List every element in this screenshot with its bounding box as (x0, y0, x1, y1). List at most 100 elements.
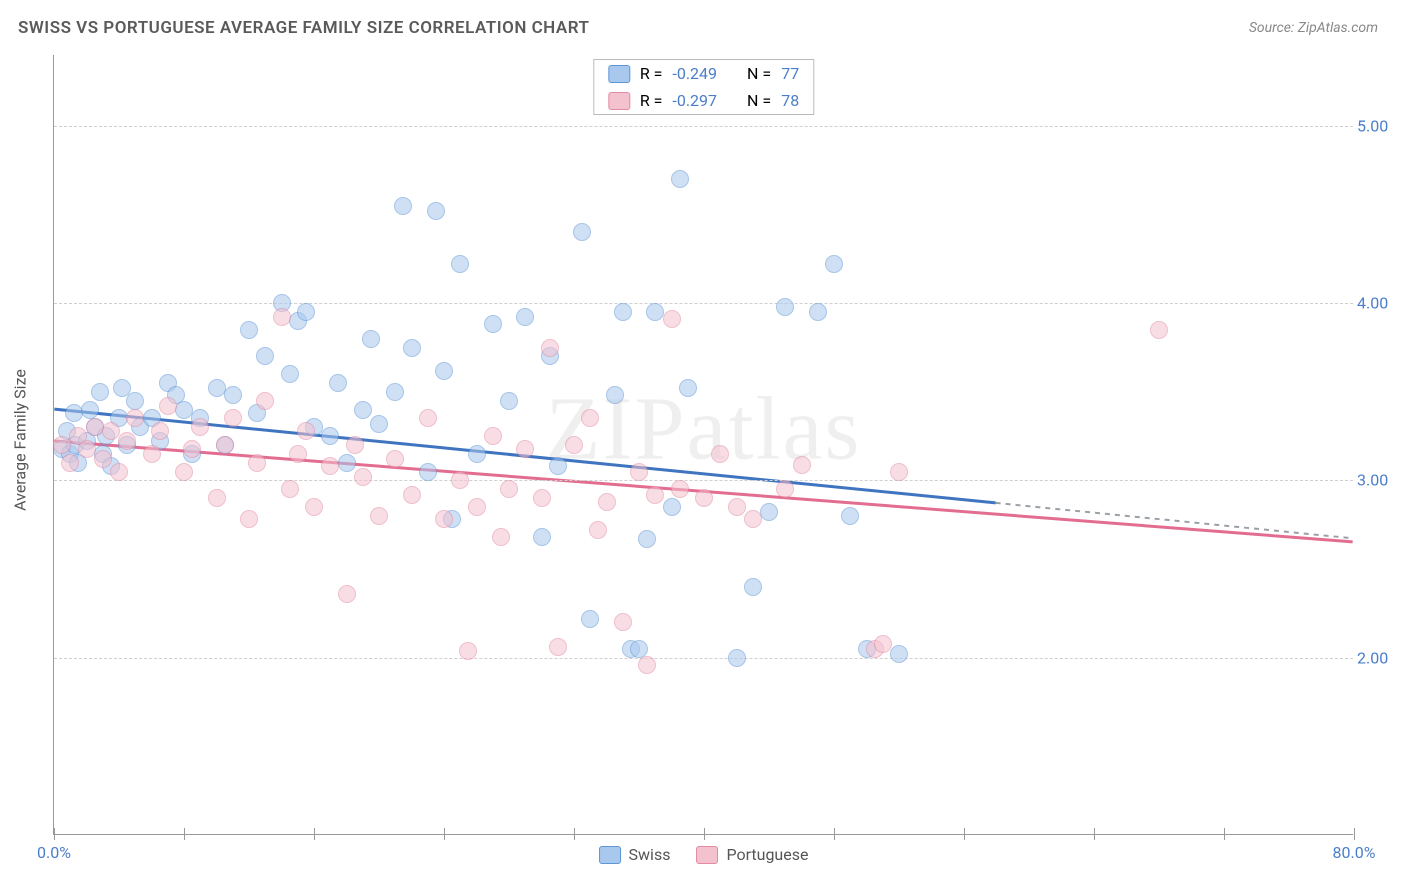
data-point (175, 463, 193, 481)
y-tick-label: 3.00 (1357, 471, 1403, 490)
data-point (159, 397, 177, 415)
data-point (91, 383, 109, 401)
data-point (386, 450, 404, 468)
legend-row-swiss: R = -0.249 N = 77 (594, 60, 813, 87)
legend-item-portuguese: Portuguese (696, 845, 808, 864)
data-point (671, 170, 689, 188)
data-point (183, 440, 201, 458)
data-point (500, 392, 518, 410)
data-point (151, 422, 169, 440)
data-point (500, 480, 518, 498)
data-point (354, 401, 372, 419)
gridline (54, 658, 1353, 659)
n-value-swiss: 77 (781, 64, 799, 83)
r-value-swiss: -0.249 (672, 64, 717, 83)
data-point (240, 510, 258, 528)
chart-title: SWISS VS PORTUGUESE AVERAGE FAMILY SIZE … (18, 18, 589, 38)
gridline (54, 480, 1353, 481)
data-point (281, 480, 299, 498)
data-point (216, 436, 234, 454)
data-point (256, 347, 274, 365)
data-point (468, 498, 486, 516)
data-point (427, 202, 445, 220)
data-point (468, 445, 486, 463)
data-point (419, 409, 437, 427)
data-point (630, 463, 648, 481)
legend-row-portuguese: R = -0.297 N = 78 (594, 87, 813, 114)
gridline (54, 126, 1353, 127)
data-point (305, 498, 323, 516)
data-point (110, 463, 128, 481)
legend-item-swiss: Swiss (599, 845, 671, 864)
data-point (533, 528, 551, 546)
data-point (549, 457, 567, 475)
data-point (793, 456, 811, 474)
data-point (321, 457, 339, 475)
data-point (760, 503, 778, 521)
data-point (638, 656, 656, 674)
data-point (809, 303, 827, 321)
data-point (240, 321, 258, 339)
x-tick (1354, 828, 1355, 840)
data-point (256, 392, 274, 410)
data-point (78, 440, 96, 458)
legend-correlation: R = -0.249 N = 77 R = -0.297 N = 78 (593, 59, 814, 115)
data-point (126, 409, 144, 427)
x-tick (184, 828, 185, 840)
data-point (581, 409, 599, 427)
y-tick-label: 2.00 (1357, 648, 1403, 667)
swatch-portuguese (608, 92, 630, 110)
data-point (1150, 321, 1168, 339)
x-tick (1224, 828, 1225, 840)
data-point (614, 613, 632, 631)
data-point (549, 638, 567, 656)
data-point (61, 454, 79, 472)
data-point (354, 468, 372, 486)
data-point (589, 521, 607, 539)
data-point (614, 303, 632, 321)
data-point (175, 401, 193, 419)
data-point (338, 454, 356, 472)
data-point (541, 339, 559, 357)
data-point (484, 315, 502, 333)
data-point (598, 493, 616, 511)
data-point (825, 255, 843, 273)
chart-header: SWISS VS PORTUGUESE AVERAGE FAMILY SIZE … (0, 0, 1406, 48)
data-point (289, 445, 307, 463)
data-point (403, 339, 421, 357)
data-point (297, 422, 315, 440)
x-tick (834, 828, 835, 840)
data-point (695, 489, 713, 507)
swatch-swiss (599, 846, 621, 864)
watermark: ZIPatlas (546, 377, 862, 480)
data-point (208, 489, 226, 507)
x-tick (444, 828, 445, 840)
r-value-portuguese: -0.297 (672, 91, 717, 110)
data-point (744, 510, 762, 528)
x-tick (314, 828, 315, 840)
data-point (776, 480, 794, 498)
data-point (386, 383, 404, 401)
data-point (435, 510, 453, 528)
plot-area: ZIPatlas R = -0.249 N = 77 R = -0.297 N … (53, 55, 1353, 835)
data-point (321, 427, 339, 445)
x-tick (574, 828, 575, 840)
x-tick (1094, 828, 1095, 840)
y-tick-label: 5.00 (1357, 116, 1403, 135)
data-point (646, 486, 664, 504)
data-point (126, 392, 144, 410)
data-point (459, 642, 477, 660)
data-point (606, 386, 624, 404)
x-tick-label: 0.0% (37, 843, 71, 862)
data-point (362, 330, 380, 348)
data-point (890, 645, 908, 663)
data-point (573, 223, 591, 241)
data-point (581, 610, 599, 628)
gridline (54, 303, 1353, 304)
n-label: N = (747, 64, 771, 83)
source-label: Source: ZipAtlas.com (1249, 20, 1378, 36)
legend-series: Swiss Portuguese (599, 845, 809, 864)
data-point (329, 374, 347, 392)
data-point (102, 422, 120, 440)
data-point (451, 471, 469, 489)
